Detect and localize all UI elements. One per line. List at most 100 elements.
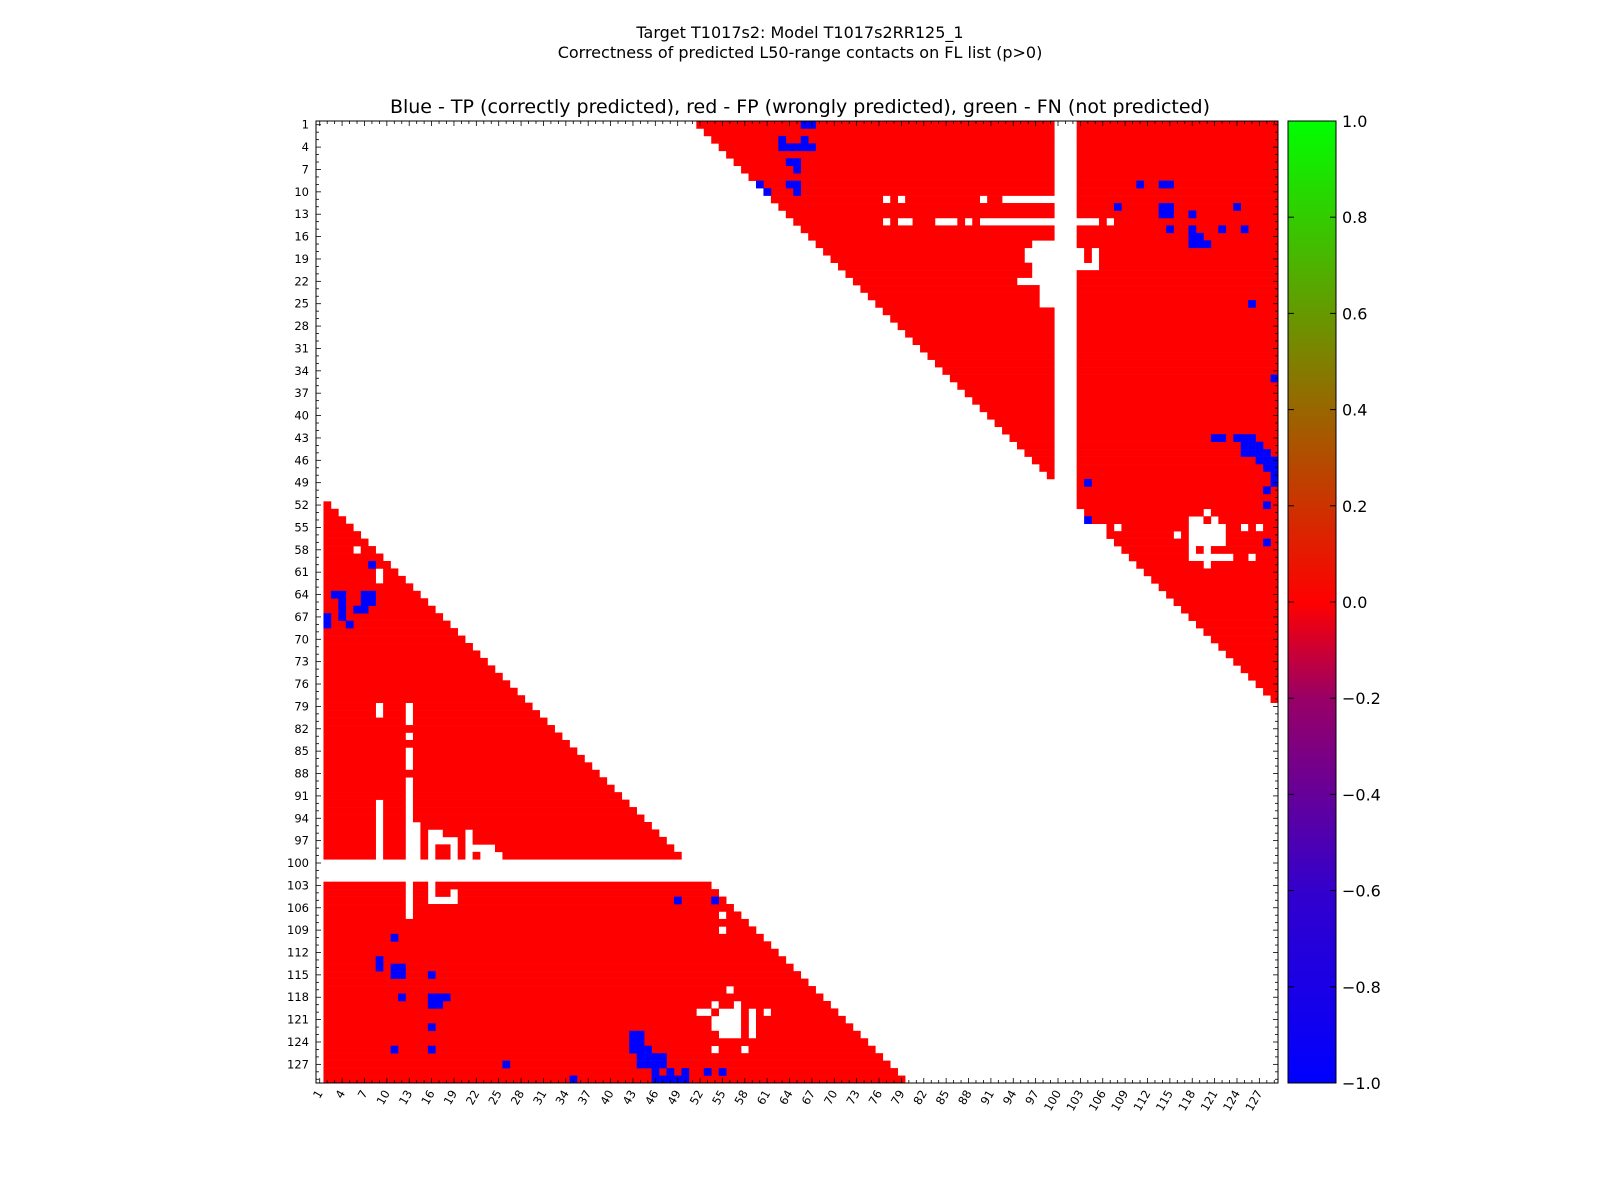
fp-cell-run — [577, 1075, 652, 1084]
tp-cell — [330, 590, 339, 599]
fp-cell-run — [972, 396, 1055, 405]
y-tick-label: 16 — [294, 230, 309, 244]
fp-cell-run — [867, 292, 1040, 301]
fp-cell-run — [1128, 553, 1189, 562]
fp-cell-run — [323, 568, 376, 577]
fp-cell-run — [323, 814, 376, 823]
fp-cell-run — [1076, 270, 1279, 278]
fp-cell-run — [1263, 523, 1279, 532]
y-tick-label: 97 — [294, 834, 309, 848]
y-tick-label: 64 — [294, 588, 309, 602]
fp-cell-run — [912, 217, 936, 226]
chart-title: Target T1017s2: Model T1017s2RR125_1 — [636, 23, 964, 42]
fp-cell-run — [412, 807, 637, 815]
fp-cell-run — [1225, 531, 1279, 539]
fp-cell-run — [770, 188, 794, 196]
colorbar-tick-label: −0.8 — [1342, 978, 1381, 997]
fp-cell-run — [323, 993, 399, 1002]
fp-cell-run — [412, 710, 541, 718]
chart-subtitle: Blue - TP (correctly predicted), red - F… — [389, 96, 1211, 118]
tp-cell — [629, 1045, 637, 1054]
fp-cell-run — [457, 889, 719, 897]
tp-cell — [427, 1000, 436, 1009]
fp-cell-run — [726, 926, 757, 935]
fp-cell-run — [1121, 523, 1189, 532]
fp-cell-run — [412, 896, 429, 905]
fp-cell-run — [323, 747, 406, 756]
fp-cell-run — [323, 643, 473, 651]
fp-cell-run — [323, 546, 354, 554]
fp-cell-run — [323, 538, 369, 547]
fp-cell-run — [1084, 247, 1092, 256]
fp-cell-run — [1188, 613, 1279, 621]
fp-cell-run — [800, 225, 1055, 234]
fp-cell-run — [808, 232, 1055, 241]
fp-cell-run — [927, 352, 1055, 360]
fp-cell-run — [398, 933, 764, 942]
x-tick-label: 100 — [1041, 1088, 1064, 1114]
fp-cell-run — [345, 613, 444, 621]
fp-cell-run — [1263, 687, 1279, 696]
tp-cell — [1263, 449, 1271, 457]
fp-cell-run — [1076, 210, 1159, 219]
tp-cell — [711, 896, 719, 905]
fp-cell-run — [1016, 441, 1055, 450]
fp-cell-run — [1248, 672, 1279, 681]
tp-cell — [1166, 203, 1174, 211]
fp-cell-run — [412, 702, 533, 711]
fp-cell-run — [1076, 158, 1279, 167]
fp-cell-run — [345, 598, 362, 607]
tp-cell — [1188, 210, 1197, 219]
y-tick-label: 88 — [294, 767, 309, 781]
fp-cell-run — [1076, 501, 1264, 510]
fp-cell-run — [1240, 665, 1279, 674]
tp-cell — [1263, 464, 1271, 472]
fp-cell-run — [323, 531, 362, 539]
colorbar-tick-label: 0.8 — [1342, 208, 1367, 227]
fp-cell-run — [323, 769, 600, 778]
tp-cell — [1263, 538, 1271, 547]
fp-cell-run — [435, 889, 451, 897]
fp-cell-run — [741, 165, 794, 174]
x-tick-label: 4 — [332, 1088, 348, 1101]
fp-cell-run — [1270, 538, 1279, 547]
tp-cell — [1218, 434, 1227, 442]
fp-cell-run — [420, 851, 429, 860]
x-tick-label: 64 — [776, 1088, 795, 1108]
tp-cell — [703, 1068, 712, 1076]
colorbar-tick-label: 0.4 — [1342, 401, 1367, 420]
fp-cell-run — [733, 158, 787, 167]
fp-cell-run — [323, 665, 496, 674]
fp-cell-run — [1210, 635, 1279, 644]
x-tick-label: 82 — [910, 1088, 929, 1108]
x-tick-label: 127 — [1242, 1088, 1265, 1114]
y-tick-label: 118 — [287, 990, 309, 1004]
fp-cell-run — [815, 240, 1033, 249]
fp-cell-run — [412, 814, 645, 823]
fp-cell-run — [323, 657, 488, 666]
y-tick-label: 22 — [294, 274, 309, 288]
fp-cell-run — [323, 784, 406, 793]
fp-cell-run — [383, 710, 406, 718]
fp-cell-run — [1099, 217, 1107, 226]
colorbar-tick-label: −1.0 — [1342, 1074, 1381, 1093]
fp-cell-run — [1031, 456, 1055, 465]
tp-cell — [1136, 180, 1145, 189]
colorbar-tick-label: 1.0 — [1342, 112, 1367, 131]
fp-cell-run — [726, 911, 742, 920]
fp-cell-run — [1076, 329, 1279, 338]
fp-cell-run — [1076, 464, 1264, 472]
fp-cell-run — [1248, 225, 1279, 234]
fp-cell-run — [815, 121, 1055, 129]
fp-cell-run — [1195, 210, 1279, 219]
fp-cell-run — [800, 180, 1055, 189]
fp-cell-run — [345, 605, 354, 614]
fp-cell-run — [748, 173, 1055, 181]
fp-cell-run — [323, 628, 458, 636]
fp-cell-run — [420, 844, 429, 853]
fp-cell-run — [1121, 203, 1159, 211]
fp-cell-run — [1225, 523, 1242, 532]
fp-cell-run — [1173, 210, 1189, 219]
tp-cell — [435, 993, 444, 1002]
fp-cell-run — [1076, 449, 1242, 457]
